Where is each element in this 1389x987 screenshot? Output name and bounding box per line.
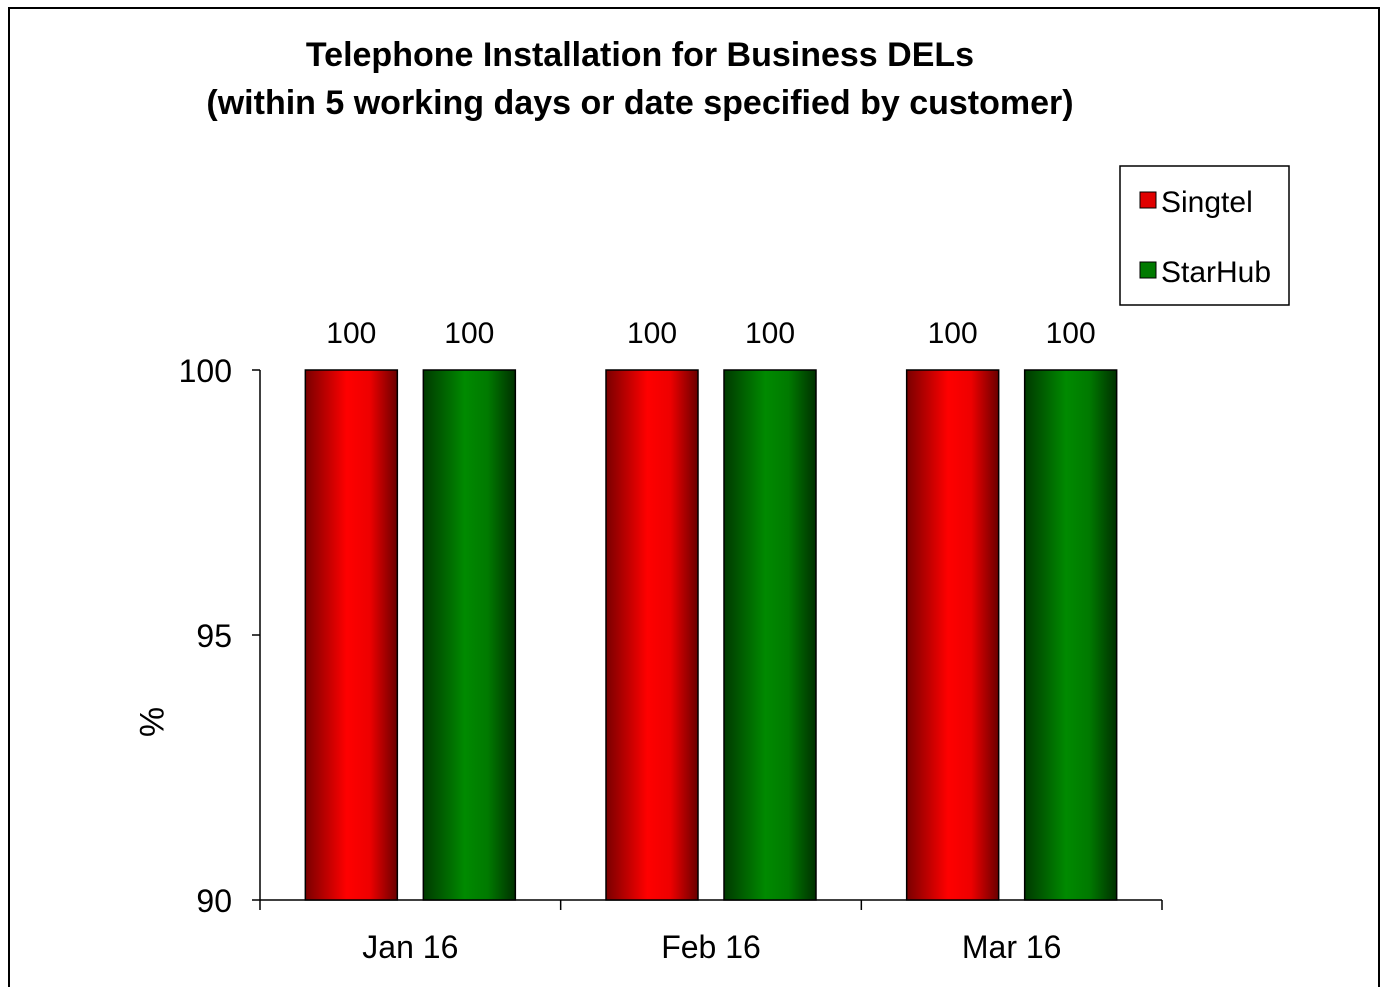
y-axis-label: % <box>132 707 170 737</box>
x-category-label: Mar 16 <box>962 929 1062 965</box>
legend-swatch-starhub <box>1139 261 1157 279</box>
x-category-label: Feb 16 <box>661 929 761 965</box>
data-label: 100 <box>326 317 376 350</box>
data-label: 100 <box>444 317 494 350</box>
chart-title-line-1: Telephone Installation for Business DELs <box>306 36 974 74</box>
bar-starhub-feb-16 <box>723 369 817 901</box>
legend-label-starhub: StarHub <box>1161 256 1271 289</box>
y-tick-label: 95 <box>196 618 232 654</box>
data-label: 100 <box>1046 317 1096 350</box>
bar-singtel-jan-16 <box>304 369 399 901</box>
legend: Singtel StarHub <box>1119 165 1290 306</box>
legend-label-singtel: Singtel <box>1161 186 1253 219</box>
data-label: 100 <box>745 317 795 350</box>
legend-swatch-singtel <box>1139 191 1157 209</box>
chart-frame <box>8 7 1380 987</box>
x-category-label: Jan 16 <box>362 929 458 965</box>
y-tick-label: 90 <box>196 883 232 919</box>
bars-group <box>304 369 1118 901</box>
bar-singtel-feb-16 <box>605 369 699 901</box>
axes: 90 95 100 <box>179 353 1163 919</box>
labels-group: 100 100 Jan 16 100 100 Feb 16 100 100 Mar 16 <box>326 317 1095 965</box>
bar-starhub-jan-16 <box>422 369 517 901</box>
bar-starhub-mar-16 <box>1023 369 1118 901</box>
data-label: 100 <box>627 317 677 350</box>
legend-box <box>1119 165 1290 306</box>
y-tick-label: 100 <box>179 353 232 389</box>
data-label: 100 <box>928 317 978 350</box>
chart-title-line-2: (within 5 working days or date specified… <box>206 84 1073 122</box>
bar-singtel-mar-16 <box>905 369 1000 901</box>
